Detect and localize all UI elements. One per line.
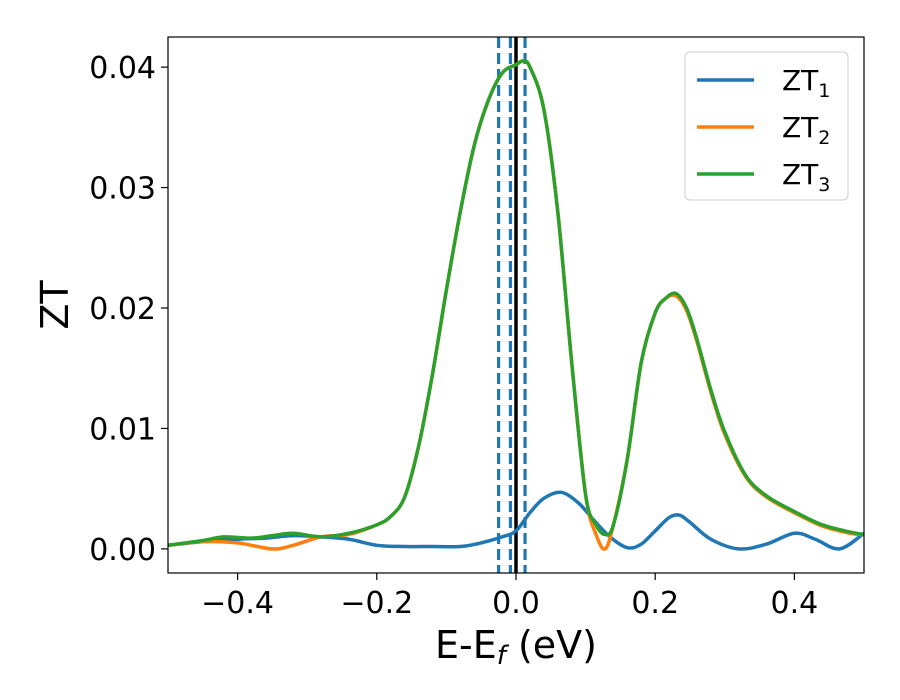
x-tick-label: 0.0 (492, 586, 540, 621)
legend-label-zt3: ZT3 (782, 158, 830, 196)
x-tick-label: 0.2 (631, 586, 679, 621)
x-tick-label: −0.2 (340, 586, 413, 621)
x-tick-label: −0.4 (201, 586, 274, 621)
y-axis-ticks: 0.00 0.01 0.02 0.03 0.04 (89, 51, 168, 568)
x-tick-label: 0.4 (771, 586, 819, 621)
x-axis-title: E-Ef (eV) (435, 623, 597, 671)
y-tick-label: 0.01 (89, 412, 156, 447)
legend-label-zt1: ZT1 (782, 64, 830, 102)
series-lines (168, 59, 864, 551)
y-tick-label: 0.04 (89, 51, 156, 86)
legend-label-zt2: ZT2 (782, 111, 830, 149)
legend: ZT1 ZT2 ZT3 (684, 51, 849, 201)
series-line-zt3 (168, 59, 864, 548)
y-axis-title: ZT (33, 280, 77, 330)
reference-lines (497, 37, 527, 573)
x-axis-ticks: −0.4 −0.2 0.0 0.2 0.4 (201, 573, 818, 621)
y-tick-label: 0.02 (89, 292, 156, 327)
y-tick-label: 0.00 (89, 533, 156, 568)
y-tick-label: 0.03 (89, 172, 156, 207)
legend-box (684, 51, 849, 201)
